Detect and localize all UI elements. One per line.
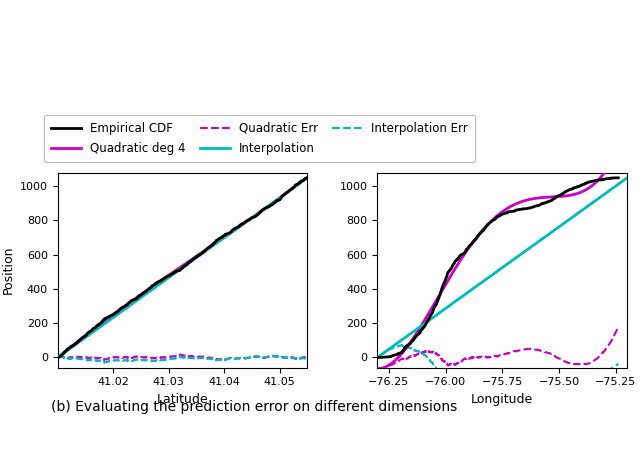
Y-axis label: Position: Position [1, 246, 14, 294]
Text: (b) Evaluating the prediction error on different dimensions: (b) Evaluating the prediction error on d… [51, 400, 458, 414]
X-axis label: Longitude: Longitude [471, 393, 533, 406]
Legend: Empirical CDF, Quadratic deg 4, Quadratic Err, Interpolation, Interpolation Err: Empirical CDF, Quadratic deg 4, Quadrati… [44, 115, 475, 162]
X-axis label: Latitude: Latitude [157, 393, 209, 406]
